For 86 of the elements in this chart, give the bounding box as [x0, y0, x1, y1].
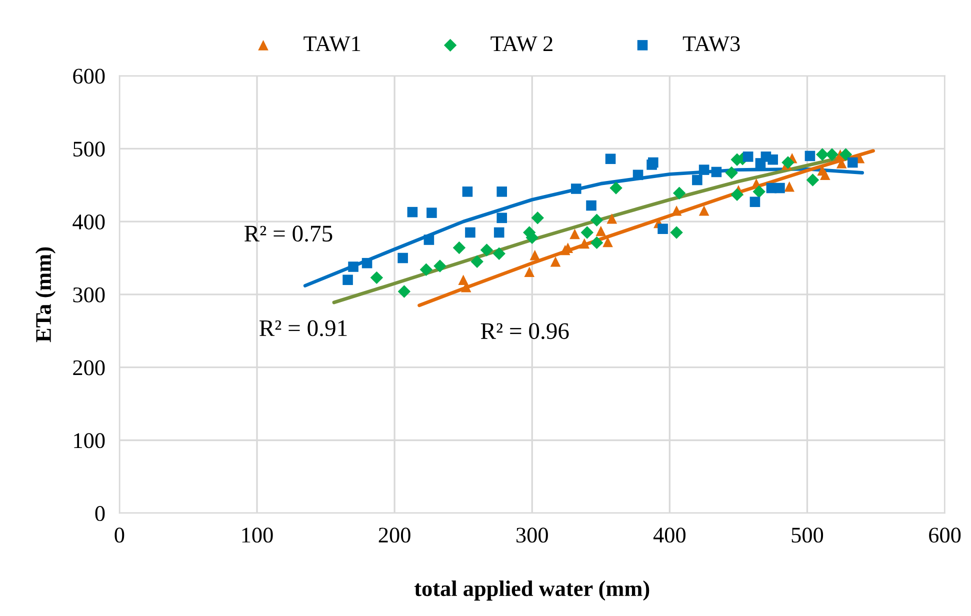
- point: [492, 247, 506, 260]
- point: [670, 226, 683, 239]
- point: [470, 255, 484, 268]
- point: [465, 227, 476, 238]
- point: [768, 154, 778, 165]
- point: [847, 157, 858, 168]
- point: [782, 156, 794, 169]
- point: [570, 228, 580, 240]
- point: [420, 263, 433, 276]
- y-tick-label: 300: [73, 287, 105, 302]
- point: [632, 170, 644, 180]
- point: [494, 227, 504, 238]
- x-axis-title: total applied water (mm): [414, 580, 650, 601]
- point: [398, 252, 408, 264]
- point: [580, 226, 594, 239]
- point: [452, 241, 466, 254]
- legend-label: TAW1: [304, 36, 360, 52]
- point: [648, 157, 658, 168]
- x-tick-label: 100: [242, 528, 273, 543]
- point: [816, 148, 829, 161]
- legend-label: TAW 2: [490, 36, 552, 52]
- x-tick-label: 600: [929, 528, 961, 543]
- point: [750, 196, 760, 208]
- point: [606, 213, 618, 224]
- point: [370, 271, 384, 284]
- point: [698, 205, 710, 216]
- legend-label: TAW3: [682, 36, 740, 52]
- point: [752, 185, 766, 198]
- point: [462, 186, 473, 197]
- point: [784, 181, 794, 192]
- point: [711, 166, 722, 178]
- point: [671, 205, 682, 216]
- y-tick-label: 500: [74, 142, 105, 157]
- point: [530, 250, 540, 260]
- point: [434, 260, 446, 272]
- point: [496, 186, 507, 197]
- x-tick-label: 0: [114, 528, 124, 543]
- x-tick-label: 500: [792, 528, 824, 543]
- annotation: R² = 0.75: [244, 226, 332, 242]
- point: [348, 262, 358, 272]
- point: [820, 170, 830, 180]
- point: [774, 182, 785, 194]
- point: [424, 234, 434, 245]
- annotation: R² = 0.91: [260, 320, 347, 336]
- point: [362, 258, 372, 268]
- x-tick-label: 300: [516, 528, 548, 543]
- y-tick-label: 400: [72, 214, 105, 230]
- point: [496, 212, 507, 224]
- line-series: [418, 149, 875, 308]
- point: [804, 150, 816, 162]
- point: [480, 244, 494, 256]
- point: [698, 164, 710, 175]
- y-tick-label: 0: [95, 506, 105, 522]
- point: [610, 182, 622, 194]
- point: [806, 174, 820, 186]
- point: [531, 212, 544, 224]
- point: [692, 174, 702, 186]
- y-tick-label: 600: [73, 68, 105, 84]
- point: [730, 188, 744, 201]
- point: [658, 224, 668, 234]
- y-tick-label: 100: [74, 433, 105, 448]
- y-axis-title: ETa (mm): [35, 247, 56, 342]
- point: [398, 285, 411, 298]
- point: [586, 200, 596, 211]
- point: [426, 208, 437, 218]
- point: [826, 148, 838, 161]
- point: [596, 226, 606, 236]
- point: [602, 236, 613, 248]
- point: [590, 214, 604, 226]
- point: [579, 238, 590, 249]
- point: [550, 256, 561, 267]
- point: [742, 152, 754, 162]
- y-tick-label: 200: [73, 360, 105, 376]
- point: [590, 236, 604, 250]
- point: [839, 148, 852, 161]
- point: [342, 274, 353, 286]
- annotation: R² = 0.96: [480, 323, 569, 340]
- point: [458, 274, 468, 286]
- point: [725, 166, 738, 180]
- point: [605, 154, 616, 164]
- x-tick-label: 200: [378, 528, 410, 543]
- point: [672, 186, 686, 200]
- point: [570, 184, 582, 194]
- point: [524, 266, 535, 277]
- point: [407, 206, 418, 218]
- x-tick-label: 400: [653, 528, 686, 543]
